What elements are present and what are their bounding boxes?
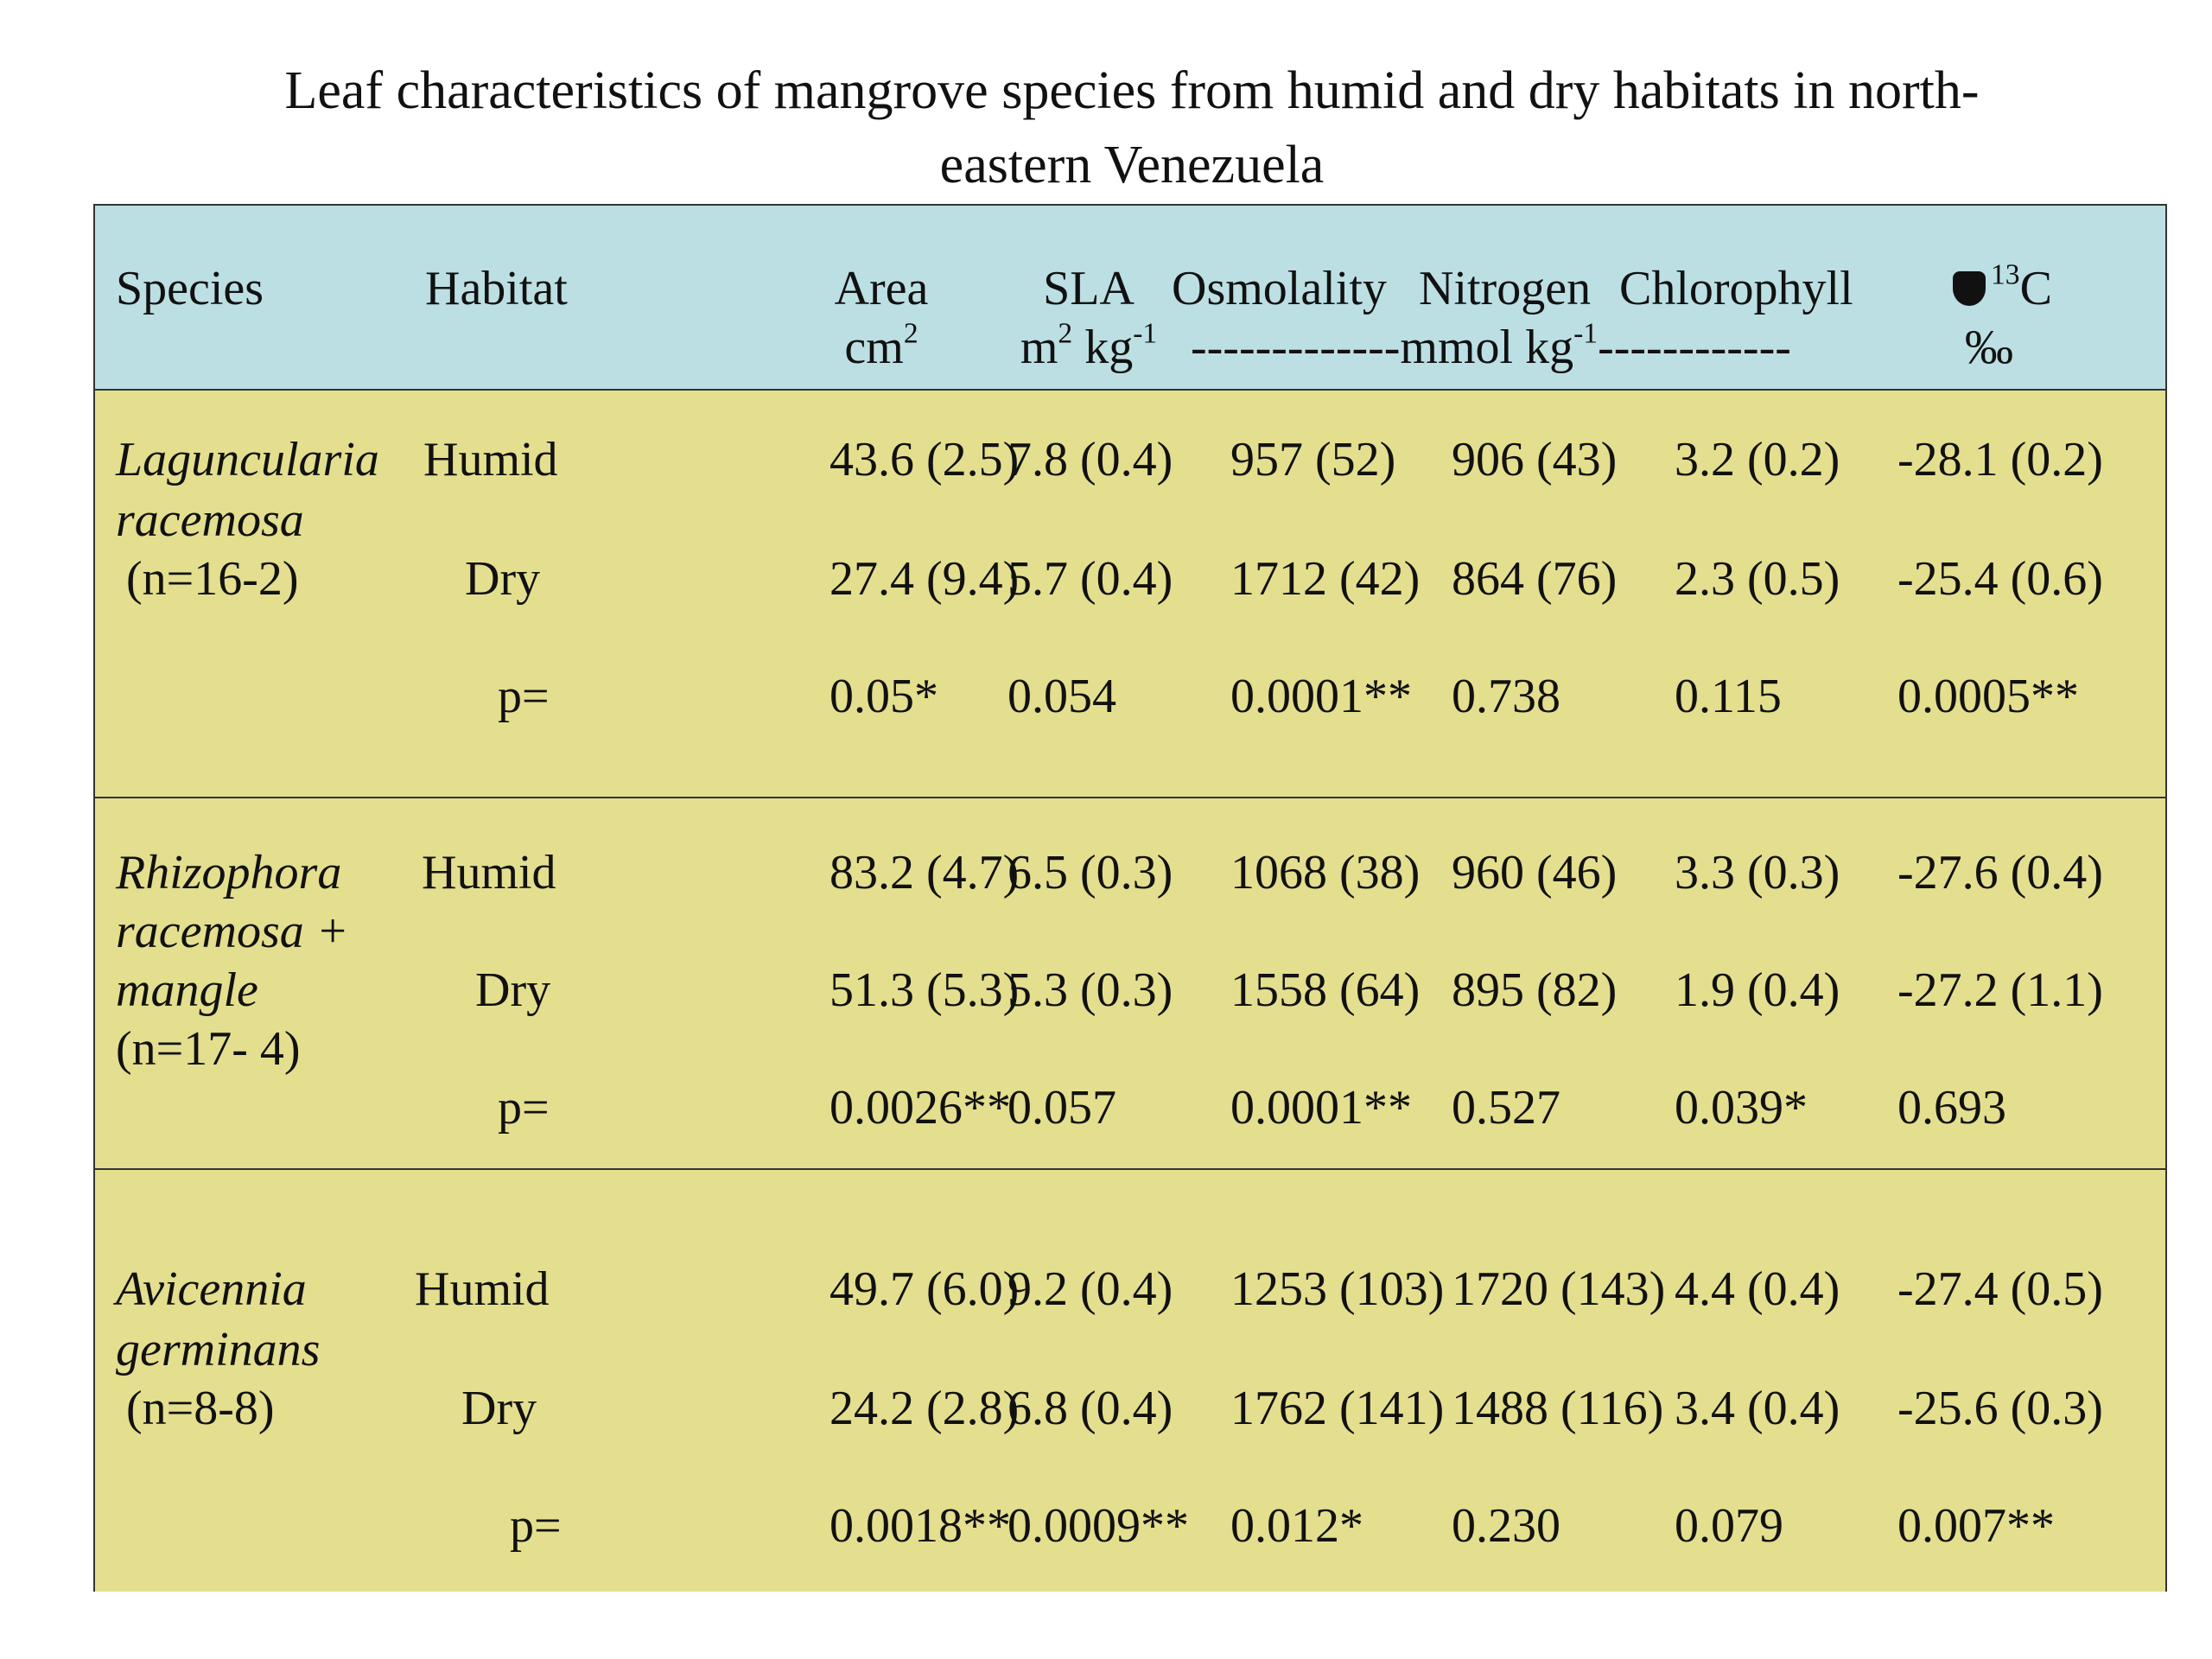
species-n: (n=16-2) <box>126 552 299 606</box>
cell-chlorophyll: 0.079 <box>1675 1499 1783 1553</box>
cell-d13c: 0.0005** <box>1897 670 2079 723</box>
species-name-line: racemosa + <box>116 905 349 958</box>
header-shared-unit: -------------mmol kg-1------------ <box>1191 317 1791 374</box>
cell-area: 0.0026** <box>830 1081 1011 1135</box>
cell-habitat: Dry <box>461 1382 537 1435</box>
cell-habitat: Dry <box>465 552 541 606</box>
cell-sla: 0.054 <box>1007 670 1116 723</box>
header-d13c: 13C <box>1953 260 2052 316</box>
cell-sla: 5.3 (0.3) <box>1007 963 1173 1017</box>
cell-nitrogen: 0.527 <box>1452 1081 1560 1135</box>
cell-d13c: -27.2 (1.1) <box>1897 963 2103 1017</box>
species-group-rhizophora: Rhizophora racemosa + mangle (n=17- 4) H… <box>95 798 2165 1170</box>
header-nitrogen: Nitrogen <box>1419 262 1592 315</box>
cell-chlorophyll: 3.2 (0.2) <box>1675 433 1840 486</box>
cell-habitat: p= <box>510 1499 562 1553</box>
cell-nitrogen: 864 (76) <box>1452 552 1618 606</box>
cell-osmolality: 1762 (141) <box>1230 1382 1445 1435</box>
cell-d13c: -25.4 (0.6) <box>1897 552 2103 606</box>
title-line-2: eastern Venezuela <box>939 136 1325 194</box>
cell-nitrogen: 0.230 <box>1452 1499 1560 1553</box>
cell-d13c: 0.007** <box>1897 1499 2055 1553</box>
table-header: Species Habitat Area cm2 SLA m2 kg-1 Osm… <box>95 206 2165 391</box>
cell-sla: 7.8 (0.4) <box>1007 433 1173 486</box>
species-name-line: mangle <box>116 963 258 1017</box>
species-group-avicennia: Avicennia germinans (n=8-8) Humid 49.7 (… <box>95 1170 2165 1592</box>
page-title: Leaf characteristics of mangrove species… <box>112 54 2152 202</box>
cell-nitrogen: 906 (43) <box>1452 433 1618 486</box>
cell-nitrogen: 1488 (116) <box>1452 1382 1664 1435</box>
cell-sla: 0.057 <box>1007 1081 1116 1135</box>
species-n: (n=17- 4) <box>116 1022 301 1076</box>
cell-sla: 0.0009** <box>1007 1499 1189 1553</box>
header-chlorophyll: Chlorophyll <box>1619 262 1853 315</box>
cell-chlorophyll: 3.4 (0.4) <box>1675 1382 1840 1435</box>
cell-osmolality: 0.0001** <box>1230 670 1412 723</box>
cell-area: 49.7 (6.0) <box>830 1262 1020 1316</box>
cell-chlorophyll: 0.039* <box>1675 1081 1808 1135</box>
cell-osmolality: 1068 (38) <box>1230 846 1421 899</box>
cell-osmolality: 0.012* <box>1230 1499 1363 1553</box>
cell-osmolality: 1253 (103) <box>1230 1262 1445 1316</box>
species-n: (n=8-8) <box>126 1382 275 1435</box>
header-species: Species <box>116 262 264 315</box>
cell-d13c: -27.4 (0.5) <box>1897 1262 2103 1316</box>
cell-sla: 5.7 (0.4) <box>1007 552 1173 606</box>
cell-osmolality: 957 (52) <box>1230 433 1396 486</box>
header-sla: SLA <box>1043 262 1135 315</box>
cell-area: 83.2 (4.7) <box>830 846 1020 899</box>
delta-icon <box>1953 271 1986 306</box>
cell-sla: 6.5 (0.3) <box>1007 846 1173 899</box>
species-name-line: racemosa <box>116 493 304 547</box>
cell-sla: 6.8 (0.4) <box>1007 1382 1173 1435</box>
cell-habitat: Humid <box>423 433 558 486</box>
cell-nitrogen: 960 (46) <box>1452 846 1618 899</box>
cell-chlorophyll: 2.3 (0.5) <box>1675 552 1840 606</box>
header-sla-unit: m2 kg-1 <box>1020 317 1158 374</box>
cell-sla: 9.2 (0.4) <box>1007 1262 1173 1316</box>
cell-area: 27.4 (9.4) <box>830 552 1020 606</box>
cell-habitat: p= <box>498 670 550 723</box>
species-name-line: Laguncularia <box>116 433 379 486</box>
cell-d13c: -25.6 (0.3) <box>1897 1382 2103 1435</box>
cell-osmolality: 1558 (64) <box>1230 963 1421 1017</box>
species-group-laguncularia: Laguncularia racemosa (n=16-2) Humid 43.… <box>95 391 2165 798</box>
cell-nitrogen: 895 (82) <box>1452 963 1618 1017</box>
cell-habitat: Humid <box>415 1262 550 1316</box>
cell-area: 0.0018** <box>830 1499 1011 1553</box>
species-name-line: germinans <box>116 1323 321 1376</box>
species-name-line: Rhizophora <box>116 846 342 899</box>
cell-osmolality: 0.0001** <box>1230 1081 1412 1135</box>
cell-area: 0.05* <box>830 670 938 723</box>
cell-chlorophyll: 0.115 <box>1675 670 1782 723</box>
cell-d13c: -27.6 (0.4) <box>1897 846 2103 899</box>
cell-nitrogen: 1720 (143) <box>1452 1262 1666 1316</box>
cell-habitat: Humid <box>422 846 556 899</box>
cell-habitat: p= <box>498 1081 550 1135</box>
header-d13c-unit: ‰ <box>1965 321 2013 374</box>
cell-osmolality: 1712 (42) <box>1230 552 1421 606</box>
cell-chlorophyll: 1.9 (0.4) <box>1675 963 1840 1017</box>
cell-habitat: Dry <box>475 963 551 1017</box>
cell-nitrogen: 0.738 <box>1452 670 1560 723</box>
cell-area: 43.6 (2.5) <box>830 433 1020 486</box>
header-habitat: Habitat <box>425 262 568 315</box>
cell-chlorophyll: 4.4 (0.4) <box>1675 1262 1840 1316</box>
header-area: Area <box>834 262 929 315</box>
header-area-unit: cm2 <box>844 317 918 374</box>
title-line-1: Leaf characteristics of mangrove species… <box>284 61 1980 120</box>
cell-chlorophyll: 3.3 (0.3) <box>1675 846 1840 899</box>
cell-area: 24.2 (2.8) <box>830 1382 1020 1435</box>
cell-d13c: 0.693 <box>1897 1081 2006 1135</box>
cell-area: 51.3 (5.3) <box>830 963 1020 1017</box>
header-osmolality: Osmolality <box>1172 262 1387 315</box>
data-table: Species Habitat Area cm2 SLA m2 kg-1 Osm… <box>93 204 2167 1592</box>
species-name-line: Avicennia <box>116 1262 307 1316</box>
cell-d13c: -28.1 (0.2) <box>1897 433 2103 486</box>
